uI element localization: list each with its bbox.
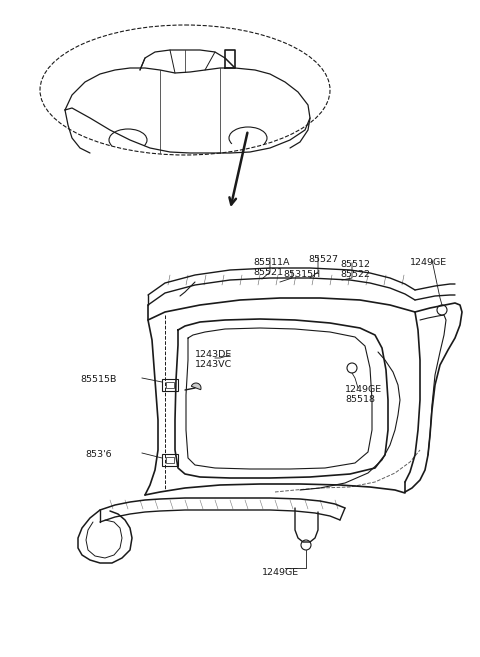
Text: 1243VC: 1243VC — [195, 360, 232, 369]
Text: 85512: 85512 — [340, 260, 370, 269]
Text: 85527: 85527 — [308, 255, 338, 264]
Bar — [166, 382, 174, 388]
Text: 85315H: 85315H — [283, 270, 320, 279]
Text: 1249GE: 1249GE — [262, 568, 299, 577]
Text: 85522: 85522 — [340, 270, 370, 279]
Circle shape — [437, 305, 447, 315]
Bar — [162, 379, 178, 391]
Text: 85521: 85521 — [253, 268, 283, 277]
Text: 1249GE: 1249GE — [410, 258, 447, 267]
Bar — [162, 454, 178, 466]
Circle shape — [347, 363, 357, 373]
Text: 85511A: 85511A — [253, 258, 289, 267]
Text: 1249GE: 1249GE — [345, 385, 382, 394]
Bar — [166, 457, 174, 463]
Text: 1243DE: 1243DE — [195, 350, 232, 359]
Text: 85515B: 85515B — [80, 375, 116, 384]
Wedge shape — [192, 383, 201, 390]
Circle shape — [301, 540, 311, 550]
Text: 85518: 85518 — [345, 395, 375, 404]
Text: 853'6: 853'6 — [85, 450, 112, 459]
